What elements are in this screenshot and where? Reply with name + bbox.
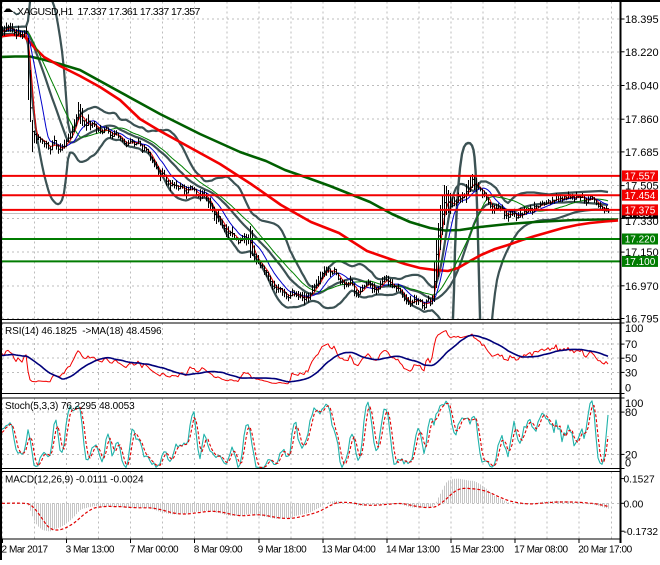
- svg-text:20 Mar 17:00: 20 Mar 17:00: [578, 545, 632, 556]
- svg-text:13 Mar 04:00: 13 Mar 04:00: [322, 545, 376, 556]
- svg-text:0: 0: [625, 458, 631, 470]
- svg-text:100: 100: [625, 398, 643, 410]
- svg-text:17.220: 17.220: [625, 235, 656, 246]
- svg-text:0: 0: [625, 383, 631, 395]
- svg-text:80: 80: [625, 407, 637, 419]
- svg-text:17.375: 17.375: [625, 206, 656, 217]
- svg-text:18.220: 18.220: [625, 47, 659, 59]
- svg-text:3 Mar 13:00: 3 Mar 13:00: [66, 545, 115, 556]
- svg-text:18.040: 18.040: [625, 81, 659, 93]
- svg-text:15 Mar 23:00: 15 Mar 23:00: [450, 545, 504, 556]
- svg-text:9 Mar 18:00: 9 Mar 18:00: [258, 545, 307, 556]
- svg-text:18.395: 18.395: [625, 14, 659, 26]
- svg-text:XAGUSD,H1 17.337 17.361 17.33: XAGUSD,H1 17.337 17.361 17.337 17.357: [17, 6, 201, 18]
- svg-text:RSI(14) 46.1825 ->MA(18) 48.4: RSI(14) 46.1825 ->MA(18) 48.4596: [5, 326, 162, 337]
- svg-text:30: 30: [625, 367, 637, 379]
- svg-text:17.330: 17.330: [625, 216, 659, 228]
- svg-text:16.970: 16.970: [625, 281, 659, 293]
- svg-text:-0.1732: -0.1732: [624, 527, 659, 538]
- svg-text:0.00: 0.00: [624, 499, 644, 510]
- svg-text:70: 70: [625, 339, 637, 351]
- svg-text:17.454: 17.454: [625, 191, 656, 202]
- svg-text:17.505: 17.505: [625, 181, 659, 193]
- svg-text:2 Mar 2017: 2 Mar 2017: [2, 545, 49, 556]
- svg-text:16.795: 16.795: [625, 314, 659, 326]
- svg-text:17.685: 17.685: [625, 147, 659, 159]
- svg-text:20: 20: [625, 449, 637, 461]
- svg-text:17 Mar 08:00: 17 Mar 08:00: [514, 545, 568, 556]
- svg-text:17.100: 17.100: [625, 257, 656, 268]
- svg-text:17.557: 17.557: [625, 172, 656, 183]
- svg-text:14 Mar 13:00: 14 Mar 13:00: [386, 545, 440, 556]
- svg-text:MACD(12,26,9) -0.0111 -0.0024: MACD(12,26,9) -0.0111 -0.0024: [5, 475, 144, 486]
- svg-text:50: 50: [625, 353, 637, 365]
- svg-text:8 Mar 09:00: 8 Mar 09:00: [194, 545, 243, 556]
- svg-text:Stoch(5,3,3) 76.2295 48.0053: Stoch(5,3,3) 76.2295 48.0053: [5, 401, 135, 412]
- svg-text:7 Mar 00:00: 7 Mar 00:00: [130, 545, 179, 556]
- svg-text:0.1527: 0.1527: [624, 475, 655, 486]
- svg-text:100: 100: [625, 323, 643, 335]
- svg-text:17.860: 17.860: [625, 114, 659, 126]
